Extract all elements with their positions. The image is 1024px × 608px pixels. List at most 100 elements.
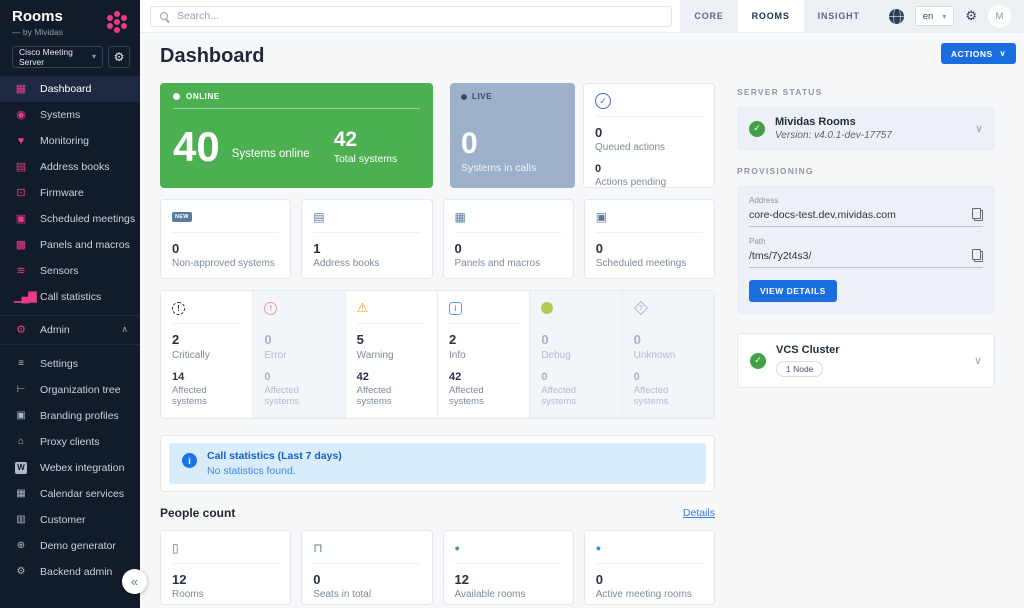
severity-summary: ! 2 Critically 14 Affected systems ! 0 E… [160,290,715,419]
brand-name: Rooms [12,8,63,25]
tab-core[interactable]: CORE [694,11,724,21]
systems-in-calls-label: Systems in calls [461,162,537,174]
live-badge: LIVE [472,92,493,101]
sidebar-item-backend-admin[interactable]: ⚙ Backend admin [0,559,140,585]
book-icon: ▤ [15,161,27,174]
sidebar-item-systems[interactable]: ◉ Systems [0,102,140,128]
panels-and-macros-card: ▦ 0 Panels and macros [442,199,574,279]
severity-unknown: ? 0 Unknown 0 Affected systems [622,291,714,418]
actions-button[interactable]: ACTIONS ∨ [940,43,1016,64]
chevron-down-icon[interactable]: ∨ [974,123,983,135]
call-statistics-message: No statistics found. [207,465,296,477]
sidebar-item-panels-and-macros[interactable]: ▩ Panels and macros [0,232,140,258]
node-count-badge: 1 Node [776,361,824,377]
calendar-icon: ▣ [15,213,27,226]
rooms-card: ▯ 12 Rooms [160,530,292,605]
topbar: CORE ROOMS INSIGHT en ▾ ⚙ M [140,0,1024,33]
sidebar-item-customer[interactable]: ▥ Customer [0,507,140,533]
available-rooms-card: ● 12 Available rooms [442,530,574,605]
tab-insight[interactable]: INSIGHT [817,11,860,21]
sidebar-item-label: Settings [40,357,78,370]
copy-icon[interactable] [972,249,983,262]
people-count-details-link[interactable]: Details [682,507,715,519]
sidebar-item-scheduled-meetings[interactable]: ▣ Scheduled meetings [0,206,140,232]
sidebar-item-sensors[interactable]: ≋ Sensors [0,258,140,284]
grid-icon: ▦ [454,210,466,224]
view-details-button[interactable]: VIEW DETAILS [749,280,837,302]
address-value: core-docs-test.dev.mividas.com [749,208,896,221]
user-avatar[interactable]: M [988,4,1011,28]
non-approved-systems-card: NEW 0 Non-approved systems [160,199,292,279]
active-dot-icon: ● [595,543,602,553]
dashboard-icon: ▦ [15,83,27,96]
sidebar-item-calendar-services[interactable]: ▦ Calendar services [0,481,140,507]
sidebar-item-webex-integration[interactable]: W Webex integration [0,455,140,481]
sidebar-item-label: Customer [40,513,86,526]
sidebar-item-label: Admin [40,323,70,336]
settings-gear-icon[interactable]: ⚙ [965,8,977,23]
severity-error: ! 0 Error 0 Affected systems [253,291,346,418]
available-dot-icon: ● [454,543,460,553]
server-status-heading: SERVER STATUS [737,87,823,97]
image-icon: ▣ [16,410,26,422]
gear-icon: ⚙ [113,49,125,64]
proxy-icon: ⌂ [17,436,25,448]
room-icon: ▯ [172,541,179,555]
address-label: Address [749,196,779,205]
live-dot-icon [461,93,467,100]
sidebar-item-organization-tree[interactable]: ⊢ Organization tree [0,377,140,403]
actions-pending-label: Actions pending [595,177,667,188]
call-statistics-banner: i Call statistics (Last 7 days) No stati… [169,443,706,484]
severity-debug: 0 Debug 0 Affected systems [530,291,623,418]
sidebar-item-settings[interactable]: ≡ Settings [0,351,140,377]
tab-rooms[interactable]: ROOMS [737,0,804,32]
path-label: Path [749,237,766,246]
vcs-cluster-card: ✓ VCS Cluster 1 Node ∨ [737,333,995,388]
sidebar-item-address-books[interactable]: ▤ Address books [0,154,140,180]
monitor-icon: ⊡ [16,187,26,200]
total-systems-value: 42 [333,128,358,151]
server-name: Mividas Rooms [775,116,856,128]
sidebar-item-dashboard[interactable]: ▦ Dashboard [0,75,140,102]
sidebar-item-label: Panels and macros [40,238,130,251]
sidebar-item-monitoring[interactable]: ♥ Monitoring [0,128,140,154]
sidebar-item-call-statistics[interactable]: ▁▄▇ Call statistics [0,284,140,310]
scheduled-meetings-card: ▣ 0 Scheduled meetings [583,199,715,279]
sidebar-item-demo-generator[interactable]: ⊕ Demo generator [0,533,140,559]
sidebar-item-firmware[interactable]: ⊡ Firmware [0,180,140,206]
info-circle-icon: i [182,453,197,468]
server-settings-button[interactable]: ⚙ [108,45,130,68]
globe-icon[interactable] [888,8,904,24]
server-status-card: ✓ Mividas Rooms Version: v4.0.1-dev-1775… [737,106,995,151]
collapse-icon: « [130,574,139,589]
search-input[interactable] [177,10,664,22]
sidebar-item-label: Firmware [40,186,84,199]
systems-in-calls-card: LIVE 0 Systems in calls [450,83,575,188]
chevron-down-icon[interactable]: ∨ [973,355,982,367]
path-value: /tms/7y2t4s3/ [749,249,812,262]
sidebar-item-proxy-clients[interactable]: ⌂ Proxy clients [0,429,140,455]
sidebar-item-label: Scheduled meetings [40,212,136,225]
address-books-card: ▤ 1 Address books [301,199,433,279]
sidebar-item-label: Sensors [40,264,79,277]
active-meeting-rooms-card: ● 0 Active meeting rooms [583,530,715,605]
search-box[interactable] [150,5,673,27]
sidebar-item-branding-profiles[interactable]: ▣ Branding profiles [0,403,140,429]
queued-actions-value: 0 [595,125,603,140]
debug-icon [541,302,554,314]
error-icon: ! [264,301,278,315]
sidebar-collapse-button[interactable]: « [122,569,147,594]
language-select[interactable]: en ▾ [914,6,955,26]
chevron-down-icon: ▾ [91,52,96,62]
server-select[interactable]: Cisco Meeting Server ▾ [12,45,103,68]
people-count-heading: People count [160,506,236,520]
camera-icon: ◉ [16,109,26,122]
brand-byline: — by Mividas [12,26,64,37]
sidebar-item-label: Monitoring [40,134,90,147]
server-select-value: Cisco Meeting Server [19,46,73,67]
sidebar-item-label: Demo generator [40,539,116,552]
check-circle-icon: ✓ [749,120,765,137]
sidebar-item-admin[interactable]: ⚙ Admin ∧ [0,314,140,345]
check-circle-icon: ✓ [595,93,611,109]
copy-icon[interactable] [972,208,983,221]
